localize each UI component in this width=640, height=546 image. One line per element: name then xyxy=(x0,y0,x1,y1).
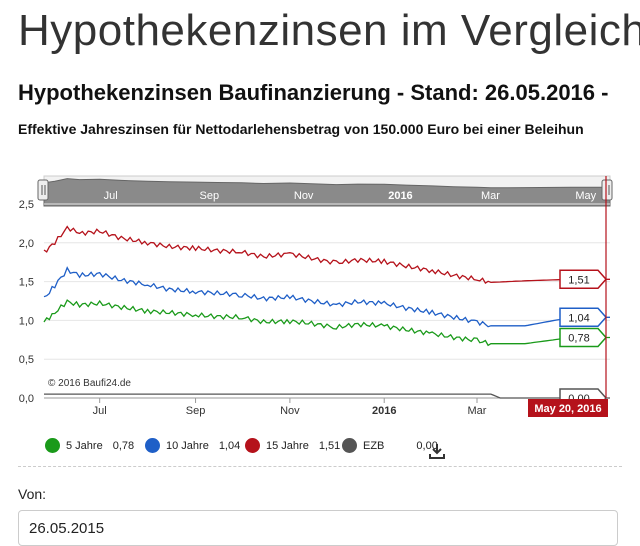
legend: 5 Jahre 0,78 10 Jahre 1,04 15 Jahre 1,51… xyxy=(45,432,640,458)
y-tick-label: 2,0 xyxy=(19,238,34,250)
x-tick-label: Nov xyxy=(280,405,300,417)
legend-value: 0,78 xyxy=(112,439,135,452)
navigator-area xyxy=(43,178,611,207)
y-axis: 2,5 2,0 1,5 1,0 0,5 0,0 xyxy=(19,199,34,405)
y-tick-label: 0,5 xyxy=(19,354,34,366)
page-title: Hypothekenzinsen im Vergleich xyxy=(18,6,640,55)
chart-subtitle: Hypothekenzinsen Baufinanzierung - Stand… xyxy=(18,80,609,105)
divider xyxy=(18,466,622,467)
x-tick-label: Jul xyxy=(93,405,107,417)
value-flag-label: 0,78 xyxy=(568,332,589,344)
y-tick-label: 0,0 xyxy=(19,393,34,405)
chart-description: Effektive Jahreszinsen für Nettodarlehen… xyxy=(18,121,584,137)
legend-value: 1,04 xyxy=(218,439,241,452)
y-tick-label: 1,0 xyxy=(19,315,34,327)
y-tick-label: 2,5 xyxy=(19,199,34,211)
series-lines xyxy=(43,225,610,399)
x-tick-label: 2016 xyxy=(372,405,396,417)
legend-item-5-jahre[interactable]: 5 Jahre 0,78 xyxy=(45,438,134,453)
series-line-10-jahre xyxy=(43,266,610,328)
legend-dot xyxy=(145,438,160,453)
legend-value: 1,51 xyxy=(318,439,341,452)
x-tick-label: Mar xyxy=(468,405,487,417)
value-flag xyxy=(559,307,608,328)
from-date-input[interactable] xyxy=(18,510,618,546)
navigator-tick-label: Jul xyxy=(104,190,118,202)
series-line-5-jahre xyxy=(43,299,610,347)
interest-rate-chart[interactable]: Jul Sep Nov 2016 Mar May 2,5 2,0 1,5 1,0 0,5 0,0 J… xyxy=(0,168,640,428)
x-tick-label: Sep xyxy=(186,405,206,417)
navigator-tick-label: Mar xyxy=(481,190,500,202)
value-flag xyxy=(559,327,608,348)
legend-label: 5 Jahre xyxy=(66,439,103,452)
legend-item-10-jahre[interactable]: 10 Jahre 1,04 xyxy=(145,438,240,453)
navigator-tick-label: Nov xyxy=(294,190,314,202)
legend-value: 0,00 xyxy=(416,439,438,452)
y-tick-label: 1,5 xyxy=(19,277,34,289)
credits-label: © 2016 Baufi24.de xyxy=(48,378,131,389)
navigator-handle xyxy=(37,179,49,201)
legend-dot xyxy=(45,438,60,453)
legend-dot xyxy=(245,438,260,453)
value-flag xyxy=(559,269,608,290)
legend-dot xyxy=(342,438,357,453)
legend-label: 10 Jahre xyxy=(166,439,209,452)
download-icon[interactable] xyxy=(428,442,446,460)
series-line-ezb xyxy=(44,393,610,399)
from-date-label: Von: xyxy=(18,486,47,502)
legend-label: 15 Jahre xyxy=(266,439,309,452)
legend-label: EZB xyxy=(363,439,385,452)
crosshair-date-box xyxy=(528,399,608,417)
x-axis: Jul Sep Nov 2016 Mar xyxy=(44,397,610,417)
crosshair-date-label: May 20, 2016 xyxy=(534,403,601,415)
value-flag-label: 1,04 xyxy=(568,312,589,324)
navigator-handle xyxy=(601,179,613,201)
navigator-tick-label: 2016 xyxy=(388,190,412,202)
value-flags: 0,781,041,510,00 xyxy=(559,269,608,408)
navigator-tick-label: May xyxy=(575,190,596,202)
legend-item-15-jahre[interactable]: 15 Jahre 1,51 xyxy=(245,438,340,453)
navigator-tick-label: Sep xyxy=(200,190,220,202)
chart-overlay: May 20, 2016 © 2016 Baufi24.de xyxy=(48,176,608,417)
series-line-15-jahre xyxy=(43,225,610,285)
legend-item-ezb[interactable]: EZB 0,00 xyxy=(342,438,438,453)
value-flag-label: 1,51 xyxy=(568,274,589,286)
range-navigator[interactable]: Jul Sep Nov 2016 Mar May xyxy=(37,175,613,207)
